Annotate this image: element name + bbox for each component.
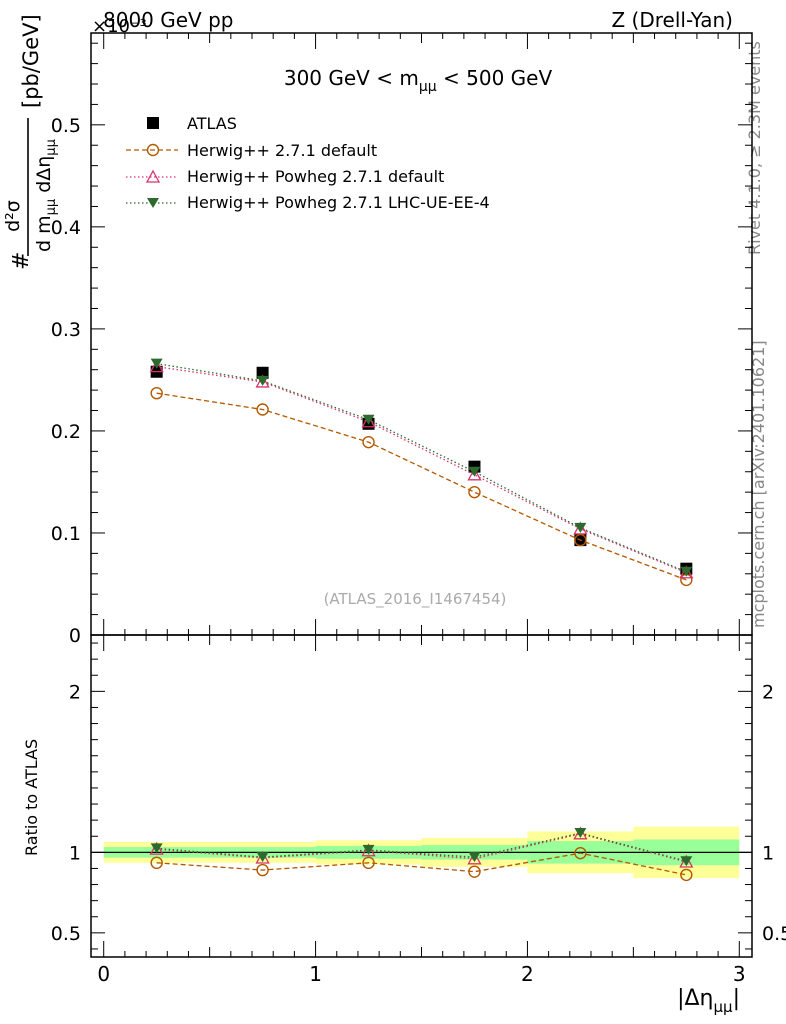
ratio-mc-line	[156, 852, 687, 876]
main-mc-point	[467, 467, 482, 481]
ratio-y-tick-label: 2	[69, 681, 81, 703]
ratio-mc-point	[680, 868, 693, 882]
ratio-mc-point	[467, 851, 482, 865]
x-tick-label: 1	[309, 962, 322, 986]
main-y-tick-label: 0.4	[51, 217, 81, 239]
x-axis-label: |Δημμ|	[677, 986, 740, 1016]
ratio-y-ticks: 0.5 0.5 1 1 2 2	[51, 642, 786, 950]
legend-herwig-marker	[146, 143, 160, 157]
ratio-mc-point	[574, 846, 587, 860]
process-label: Z (Drell-Yan)	[611, 8, 733, 32]
ratio-mc-point	[468, 865, 481, 878]
ratio-mc-point	[256, 863, 269, 877]
ratio-y-tick-label: 0.5	[51, 923, 81, 945]
ratio-y-tick-label-right: 1	[762, 842, 774, 864]
ratio-mc-point	[573, 826, 588, 840]
mass-range-title: 300 GeV < mμμ < 500 GeV	[284, 66, 553, 95]
ratio-mc-point	[255, 850, 270, 864]
ratio-mc-point	[256, 852, 269, 863]
main-series	[149, 358, 694, 587]
ratio-y-tick-label-right: 0.5	[762, 923, 786, 945]
legend-herwig-label: Herwig++ 2.7.1 default	[187, 141, 377, 160]
ratio-series	[149, 826, 694, 882]
main-mc-point	[362, 414, 375, 425]
main-ylabel: # d²σ d mμμ dΔημμ [pb/GeV]	[2, 14, 59, 270]
main-mc-point	[574, 533, 587, 547]
ylabel-hash: #	[9, 252, 34, 270]
main-mc-line	[156, 366, 687, 574]
ratio-mc-point	[680, 856, 693, 867]
main-mc-point	[149, 359, 164, 373]
x-tick-label: 2	[521, 962, 534, 986]
ratio-mc-point	[150, 843, 163, 854]
main-mc-point	[256, 403, 269, 416]
ratio-mc-point	[362, 856, 375, 870]
legend-atlas-marker	[147, 117, 159, 129]
legend: ATLAS Herwig++ 2.7.1 default Herwig++ Po…	[126, 114, 490, 212]
legend-atlas-label: ATLAS	[187, 114, 237, 133]
legend-powheg-marker	[145, 169, 161, 183]
ratio-mc-line	[156, 832, 687, 862]
legend-powheg-label: Herwig++ Powheg 2.7.1 default	[187, 167, 444, 186]
main-y-tick-label: 0.2	[51, 421, 81, 443]
x-tick-label: 0	[97, 962, 110, 986]
main-y-ticks: 0 0.1 0.2 0.3 0.4 0.5	[51, 42, 752, 647]
main-mc-point	[150, 386, 163, 400]
ratio-mc-point	[574, 828, 587, 839]
ratio-mc-point	[468, 852, 481, 863]
ratio-y-tick-label: 1	[69, 842, 81, 864]
mcplots-label: mcplots.cern.ch [arXiv:2401.10621]	[749, 340, 768, 628]
main-y-tick-label: 0.5	[51, 115, 81, 137]
x-tick-label: 3	[733, 962, 746, 986]
exponent-label: ×10⁻³	[92, 16, 147, 37]
main-y-tick-label: 0.3	[51, 319, 81, 341]
main-mc-point	[468, 466, 481, 477]
main-mc-point	[679, 565, 694, 579]
main-mc-line	[156, 362, 687, 573]
main-y-tick-label: 0.1	[51, 523, 81, 545]
main-mc-point	[255, 374, 270, 388]
ratio-mc-line	[156, 833, 687, 863]
main-mc-point	[256, 375, 269, 386]
legend-lhc-label: Herwig++ Powheg 2.7.1 LHC-UE-EE-4	[187, 193, 490, 212]
main-mc-point	[574, 522, 587, 533]
main-y-tick-label: 0	[69, 625, 81, 647]
ylabel-units: [pb/GeV]	[19, 14, 43, 108]
main-mc-point	[680, 566, 693, 577]
ylabel-numerator: d²σ	[2, 200, 24, 232]
beam-energy-label: 8000 GeV pp	[103, 8, 234, 32]
ratio-ylabel: Ratio to ATLAS	[22, 739, 41, 856]
ratio-mc-point	[362, 844, 375, 855]
ratio-x-ticks: 0 1 2 3	[97, 635, 746, 986]
legend-lhc-marker	[147, 198, 159, 208]
main-mc-point	[573, 521, 588, 535]
main-mc-point	[362, 435, 375, 449]
ratio-y-tick-label-right: 2	[762, 681, 774, 703]
ratio-mc-point	[149, 841, 164, 855]
atlas-data-point	[256, 366, 269, 379]
main-mc-line	[156, 392, 687, 581]
analysis-watermark: (ATLAS_2016_I1467454)	[324, 590, 507, 609]
main-mc-point	[361, 414, 376, 428]
main-x-ticks	[103, 33, 740, 635]
main-mc-point	[150, 358, 163, 369]
ratio-mc-point	[679, 854, 694, 868]
ratio-mc-point	[361, 843, 376, 857]
ratio-mc-point	[150, 856, 163, 870]
ylabel-denominator: d mμμ dΔημμ	[33, 139, 59, 252]
rivet-version-label: Rivet 4.1.0, ≥ 2.3M events	[745, 41, 764, 255]
main-mc-point	[468, 485, 481, 499]
ratio-panel-frame	[90, 634, 753, 958]
